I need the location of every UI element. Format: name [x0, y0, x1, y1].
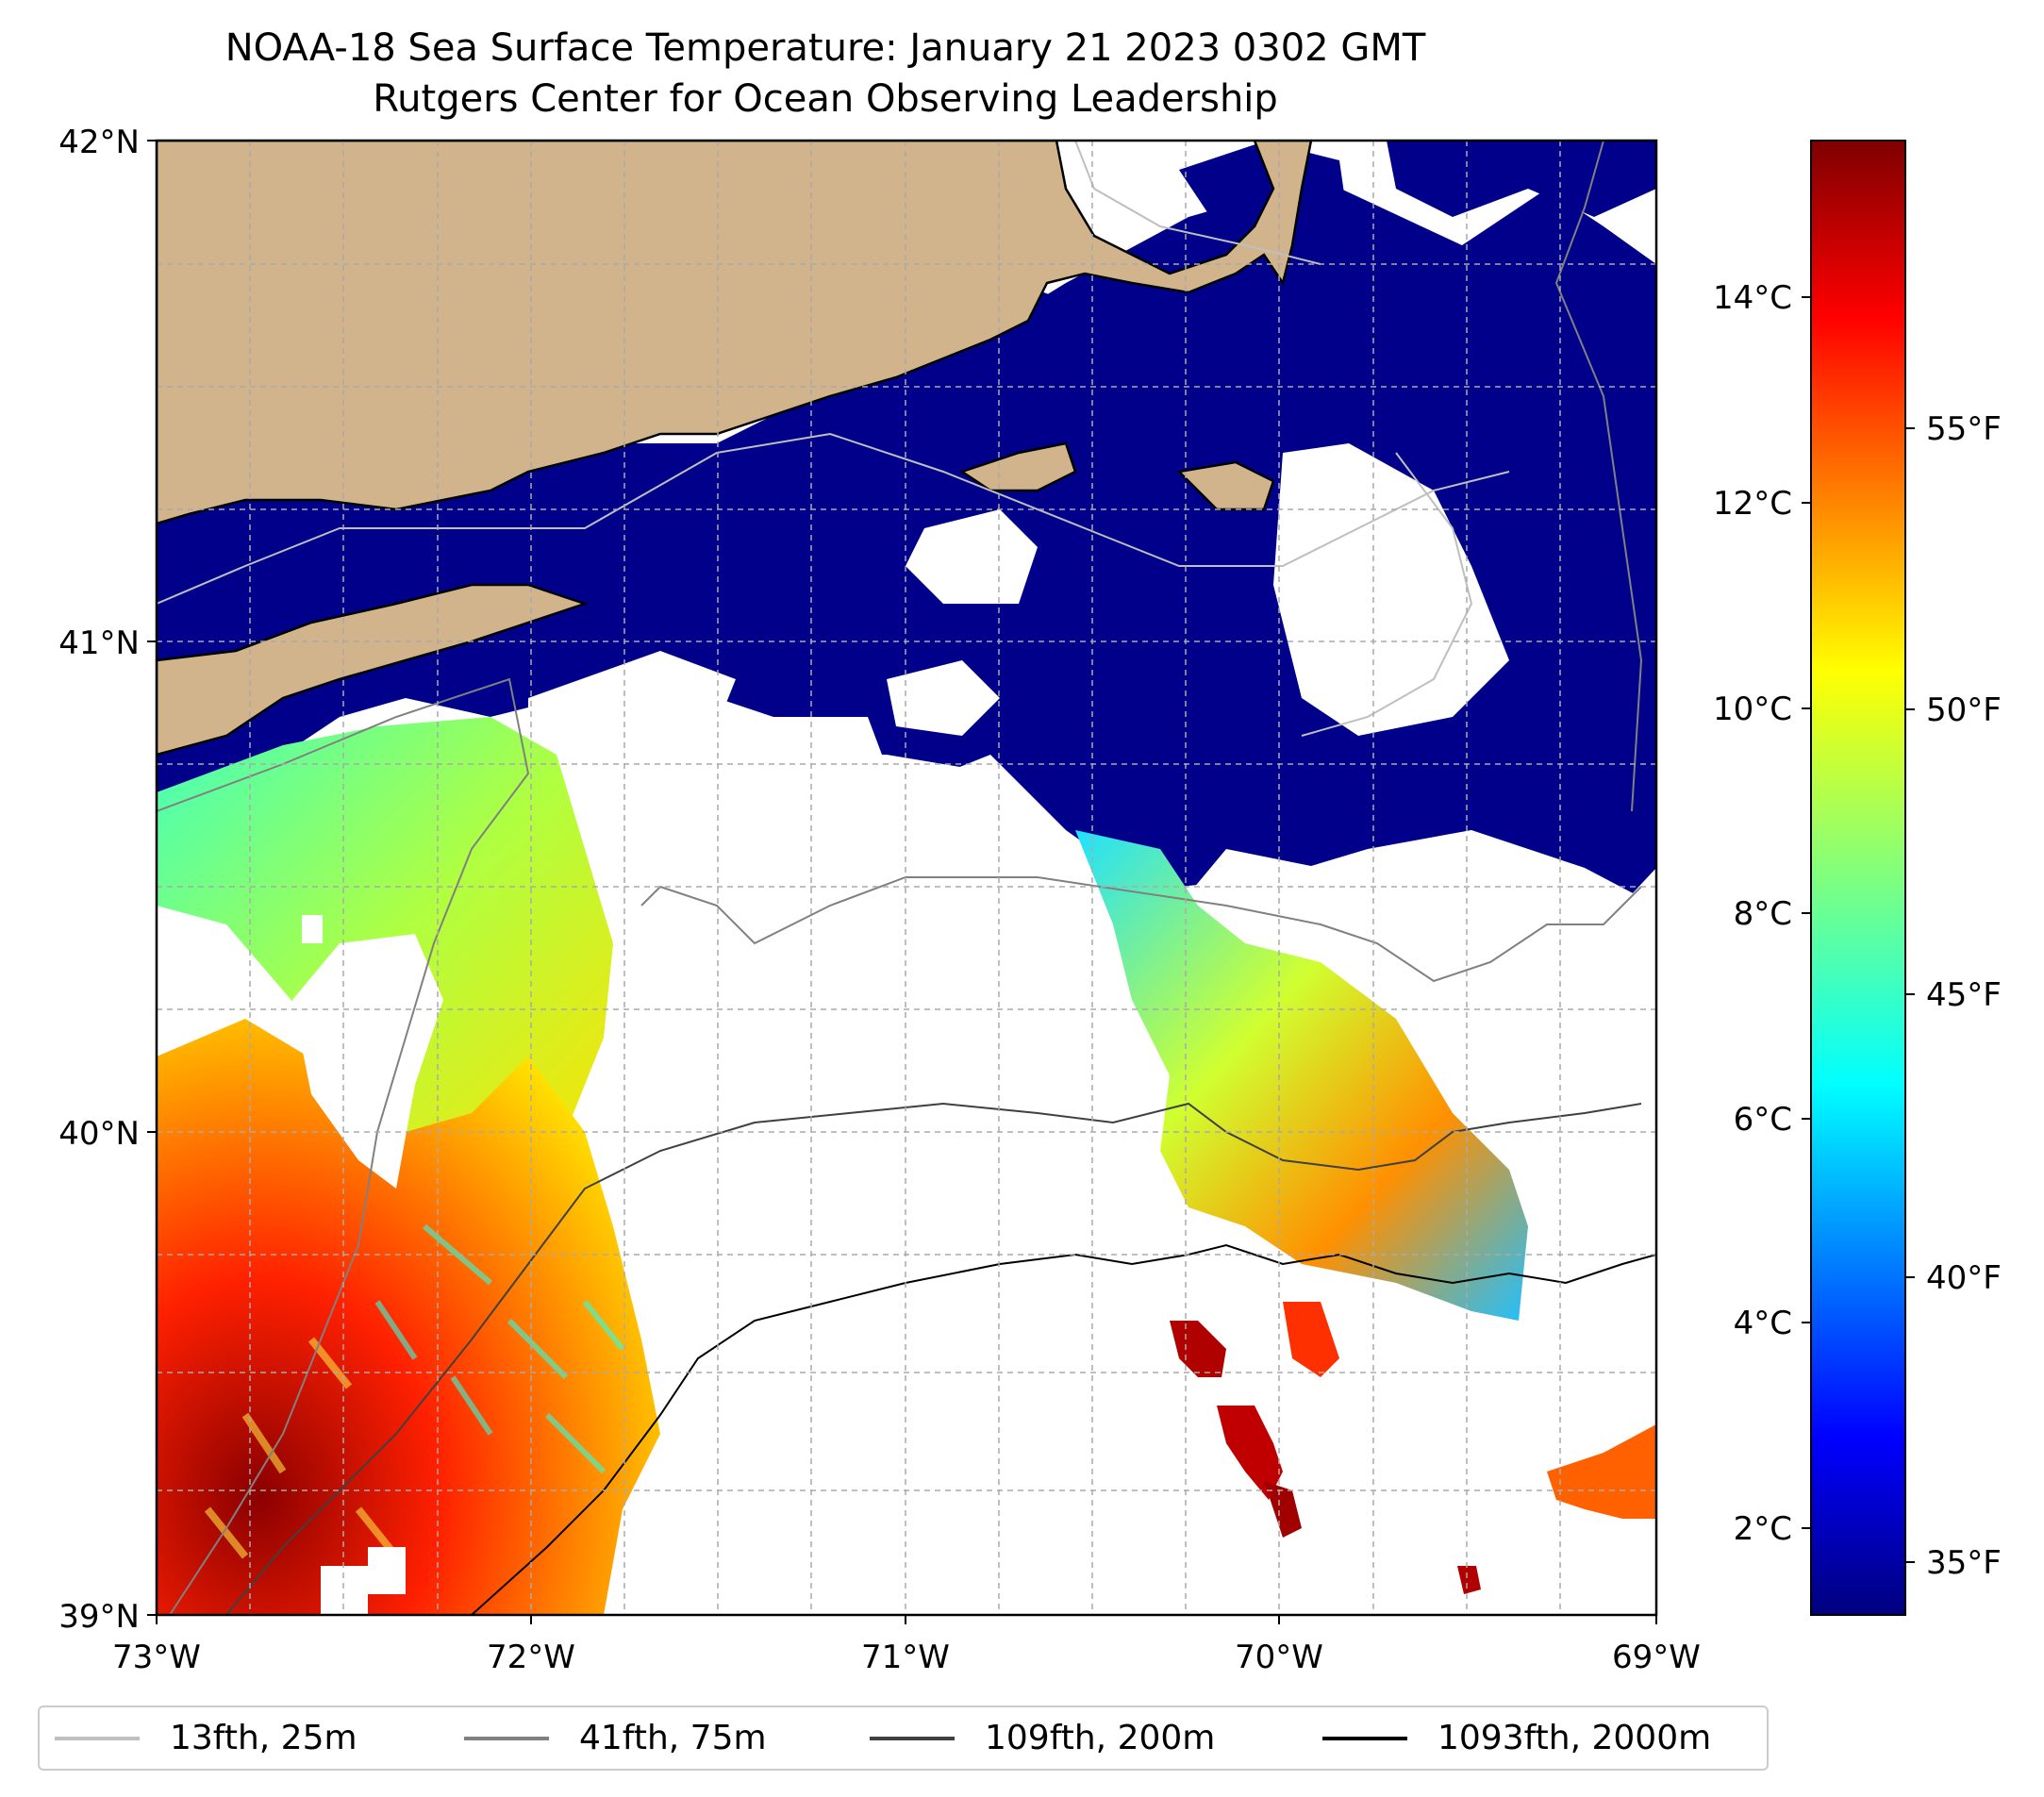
warm-patch	[1170, 1321, 1226, 1377]
legend-label: 13fth, 25m	[170, 1719, 357, 1757]
cold-water-region	[157, 179, 1656, 924]
land-nantucket	[1176, 460, 1275, 511]
colorbar-celsius-label: 4°C	[1734, 1305, 1792, 1342]
cloud-gap	[906, 509, 1038, 604]
warm-patch	[1264, 1481, 1302, 1538]
lat-lon-grid	[157, 141, 1656, 1615]
legend-label: 1093fth, 2000m	[1437, 1719, 1712, 1757]
legend-swatch	[464, 1736, 549, 1740]
cloud-gap	[368, 1547, 406, 1594]
cloud-gap	[321, 1566, 368, 1615]
land-long-island	[157, 583, 589, 757]
cloud-gap	[1273, 443, 1509, 736]
chart-subtitle: Rutgers Center for Ocean Observing Leade…	[373, 77, 1278, 121]
colorbar-celsius-label: 10°C	[1713, 691, 1792, 728]
colorbar	[1810, 140, 1906, 1616]
warm-patch	[1217, 1406, 1283, 1500]
contour-25m	[157, 432, 1510, 605]
cloud-gap	[887, 660, 1000, 736]
sst-map[interactable]	[157, 141, 1656, 1615]
cloud-gap	[490, 679, 1656, 1615]
legend-item-75m: 41fth, 75m	[464, 1707, 767, 1769]
lon-label: 73°W	[112, 1639, 201, 1676]
legend-swatch	[1322, 1736, 1407, 1740]
colorbar-fahrenheit-label: 40°F	[1926, 1259, 2002, 1297]
colorbar-celsius-label: 8°C	[1734, 895, 1792, 933]
legend-item-2000m: 1093fth, 2000m	[1322, 1707, 1711, 1769]
colorbar-fahrenheit-label: 50°F	[1926, 691, 2002, 729]
contour-75m	[157, 677, 530, 1615]
land-new-england	[157, 141, 1313, 525]
chart-title: NOAA-18 Sea Surface Temperature: January…	[224, 26, 1426, 70]
cloud-gap	[292, 934, 443, 1189]
warm-patch	[1457, 1566, 1481, 1594]
legend-item-25m: 13fth, 25m	[55, 1707, 357, 1769]
legend-item-200m: 109fth, 200m	[870, 1707, 1215, 1769]
contour-legend: 13fth, 25m 41fth, 75m 109fth, 200m 1093f…	[38, 1705, 1769, 1771]
colorbar-fahrenheit-label: 55°F	[1926, 410, 2002, 448]
colorbar-fahrenheit-label: 35°F	[1926, 1544, 2002, 1582]
lon-label: 69°W	[1612, 1639, 1701, 1676]
colorbar-ticks	[1802, 296, 1915, 1563]
lon-label: 71°W	[861, 1639, 950, 1676]
lon-label: 70°W	[1235, 1639, 1323, 1676]
lat-label: 40°N	[58, 1115, 140, 1153]
colorbar-celsius-label: 14°C	[1713, 279, 1792, 317]
warm-patch	[1547, 1424, 1656, 1519]
warm-region-texture	[204, 1337, 400, 1559]
legend-swatch	[55, 1736, 140, 1740]
legend-label: 41fth, 75m	[579, 1719, 767, 1757]
contour-2000m	[471, 1243, 1656, 1615]
lat-label: 39°N	[58, 1598, 140, 1636]
colorbar-celsius-label: 12°C	[1713, 485, 1792, 523]
colorbar-celsius-label: 6°C	[1734, 1101, 1792, 1139]
cloud-gap	[302, 915, 323, 943]
legend-label: 109fth, 200m	[985, 1719, 1216, 1757]
legend-swatch	[870, 1736, 955, 1740]
lon-label: 72°W	[487, 1639, 575, 1676]
cold-water-patch	[1387, 141, 1656, 217]
contour-200m	[225, 1102, 1642, 1615]
contour-25m	[1074, 141, 1473, 737]
lat-label: 42°N	[58, 124, 140, 161]
colorbar-celsius-label: 2°C	[1734, 1510, 1792, 1548]
lat-label: 41°N	[58, 624, 140, 662]
colorbar-fahrenheit-label: 45°F	[1926, 976, 2002, 1014]
warm-patch	[1283, 1302, 1339, 1377]
contour-75m	[640, 141, 1643, 983]
axis-ticks	[147, 140, 1657, 1624]
shelf-eddy-sst	[1075, 830, 1528, 1321]
